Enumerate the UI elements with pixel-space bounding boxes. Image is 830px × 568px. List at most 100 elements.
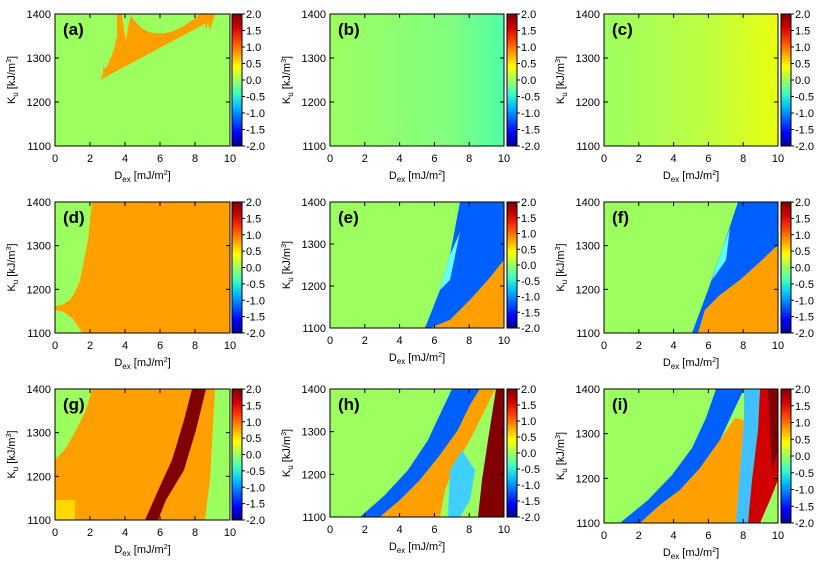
colorbar-tick-label: 0.0 [521,448,536,460]
heatmap-e [330,202,504,328]
y-tick-label: 1300 [27,241,51,253]
panel-axes-1: 0 2 4 6 8 10 1100 1200 1300 1400 Dex [mJ/m2] Ku [kJ… [6,9,265,184]
y-tick-label: 1400 [302,9,326,21]
plot-frame [329,13,505,147]
x-tick-label: 0 [601,340,607,352]
x-tick-label: 8 [740,153,746,165]
x-tick-label: 4 [671,153,677,165]
region-green [330,14,504,146]
y-tick-label: 1400 [27,9,51,21]
y-axis-label: Ku [kJ/m3] [281,429,295,477]
colorbar-tick-label: -1.5 [795,312,814,324]
colorbar-tick-label: 1.0 [521,42,536,54]
panel-axes-8: 0 2 4 6 8 10 1100 1200 1300 1400 Dex [mJ/m2] Ku [kJ… [281,384,540,555]
panel-axes-4: 0 2 4 6 8 10 1100 1200 1300 1400 Dex [mJ/m2] Ku [kJ… [6,197,265,371]
x-tick-label: 8 [192,153,198,165]
x-tick-label: 0 [52,527,58,539]
region-cyan [712,228,730,280]
y-tick-label: 1100 [27,515,51,527]
colorbar-tick-label: 0.0 [246,263,261,275]
colorbar-tick-label: -1.0 [246,482,265,494]
colorbar-tick-label: 1.0 [795,230,810,242]
colorbar-tick-label: -1.0 [521,292,540,304]
plot-frame [329,201,505,329]
colorbar-tick-label: -0.5 [795,279,814,291]
x-tick-label: 2 [362,335,368,347]
region-orange [380,389,495,517]
colorbar-tick-label: -1.5 [795,125,814,137]
x-tick-label: 6 [157,340,163,352]
heatmap-i [604,389,778,523]
x-tick-label: 8 [466,335,472,347]
x-tick-label: 4 [122,153,128,165]
x-tick-label: 4 [122,340,128,352]
y-axis-label: Ku [kJ/m3] [281,241,295,289]
plot-frame [54,13,231,147]
panel-axes-2: 0 2 4 6 8 10 1100 1200 1300 1400 Dex [mJ/m2] Ku [kJ… [281,9,540,184]
colorbar [506,388,518,518]
colorbar-tick-label: 2.0 [521,384,536,396]
colorbar-tick-label: -1.0 [795,485,814,497]
region-yellow [55,500,75,520]
x-tick-label: 6 [705,530,711,542]
region-green-upper [55,202,92,306]
heatmap-f [604,202,778,333]
plot-frame [603,201,779,334]
colorbar-tick-label: 0.5 [246,246,261,258]
region-orange-spot [103,68,108,76]
region-blue [425,202,504,328]
region-orange [430,260,504,328]
colorbar-tick-label: -2.0 [246,515,265,527]
y-tick-label: 1300 [576,241,600,253]
x-tick-label: 0 [327,153,333,165]
x-tick-label: 10 [224,527,236,539]
colorbar-tick-label: 0.0 [246,75,261,87]
region-blue [692,202,778,333]
colorbar-tick-label: 2.0 [795,197,810,209]
colorbar-tick-label: -0.5 [521,276,540,288]
panel-label: (c) [612,20,633,39]
heatmap-c [604,14,778,146]
colorbar-tick-label: 2.0 [246,197,261,209]
x-axis-label: Dex [mJ/m2] [389,170,445,184]
x-tick-label: 10 [224,153,236,165]
x-tick-label: 8 [740,340,746,352]
colorbar-tick-label: -1.0 [521,480,540,492]
x-tick-label: 8 [740,530,746,542]
x-tick-label: 2 [636,153,642,165]
y-axis-label: Ku [kJ/m3] [555,432,569,480]
colorbar-tick-label: -1.5 [521,125,540,137]
y-tick-label: 1100 [576,141,600,153]
x-tick-label: 8 [192,527,198,539]
panel-label: (a) [63,20,84,39]
y-axis-label: Ku [kJ/m3] [555,243,569,291]
x-tick-label: 8 [192,340,198,352]
heatmap-d [55,202,230,333]
colorbar-tick-label: 1.0 [795,42,810,54]
colorbar-tick-label: -2.0 [521,512,540,524]
colorbar-tick-label: -1.0 [795,108,814,120]
region-darkred [768,389,778,470]
panel-i [604,389,778,523]
colorbar-tick-label: 1.5 [521,400,536,412]
colorbar-tick-label: 1.5 [246,26,261,38]
x-axis-label: Dex [mJ/m2] [663,170,719,184]
x-tick-label: 2 [87,527,93,539]
colorbar [780,13,792,147]
y-tick-label: 1200 [27,284,51,296]
colorbar-tick-label: -2.0 [521,141,540,153]
x-tick-label: 6 [431,153,437,165]
heatmap-h [330,389,504,517]
colorbar-tick-label: 1.5 [521,213,536,225]
colorbar-tick-label: -1.5 [521,496,540,508]
y-axis-label: Ku [kJ/m3] [555,56,569,104]
region-green-yellow [604,14,778,146]
x-axis-label: Dex [mJ/m2] [114,357,170,371]
y-tick-label: 1200 [302,97,326,109]
panel-d [55,202,230,333]
panel-label: (d) [63,208,85,227]
panel-label: (f) [612,208,629,227]
panel-g [55,389,230,520]
colorbar-tick-label: -2.0 [795,141,814,153]
